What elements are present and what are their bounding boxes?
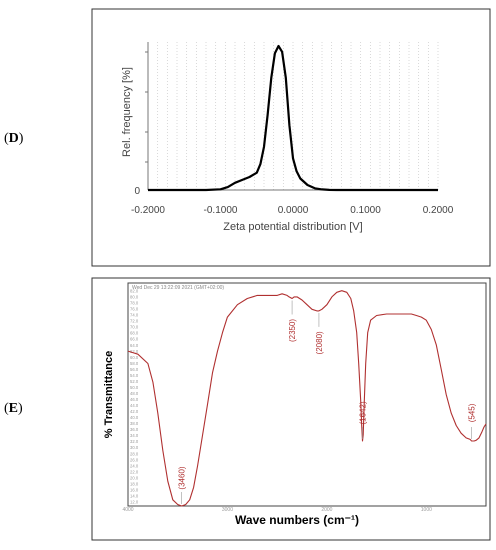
panel-d-frame [91,8,491,267]
x-tick-label: 4000 [122,507,133,513]
y-tick-label: 30.0 [130,445,139,450]
x-tick-label: 0.0000 [278,205,309,216]
panel-e-letter: E [8,401,19,416]
y-tick-label: 72.0 [130,319,139,324]
y-tick-label: 66.0 [130,337,139,342]
y-tick-label: 24.0 [130,463,139,468]
ftir-header-text: Wed Dec 29 13:22:09 2021 (GMT+02:00) [132,285,224,291]
ftir-plot-frame [127,282,487,507]
x-tick-label: 0.2000 [423,205,454,216]
x-axis-title: Zeta potential distribution [V] [223,221,362,233]
y-tick-label: 48.0 [130,391,139,396]
y-tick-label: 38.0 [130,421,139,426]
peak-label: (2350) [288,319,297,342]
y-tick-label: 50.0 [130,385,139,390]
x-axis-title: Wave numbers (cm⁻¹) [235,513,359,527]
x-tick-label: -0.1000 [204,205,238,216]
y-tick-label: 44.0 [130,403,139,408]
y-tick-label: 64.0 [130,343,139,348]
peak-label: (545) [468,403,477,422]
zeta-chart: 0 -0.2000 -0.1000 0.0000 0.1000 0.2000 Zeta po… [121,42,454,233]
zeta-distribution-line [148,44,438,192]
y-tick-label: 42.0 [130,409,139,414]
y-tick-label: 28.0 [130,451,139,456]
y-tick-label: 52.0 [130,379,139,384]
y-tick-label: 56.0 [130,367,139,372]
y-tick-label: 34.0 [130,433,139,438]
y-tick-label: 62.0 [130,349,139,354]
x-tick-label: -0.2000 [131,205,165,216]
y-tick-label: 78.0 [130,301,139,306]
y-tick-label: 32.0 [130,439,139,444]
x-tick-label: 0.1000 [350,205,381,216]
y-tick-label: 68.0 [130,331,139,336]
peak-label: (3460) [178,466,187,489]
y-tick-label: 36.0 [130,427,139,432]
y-tick-label: 20.0 [130,475,139,480]
y-tick-label: 60.0 [130,355,139,360]
y-axis-title: Rel. frequency [%] [121,67,133,157]
y-tick-label: 22.0 [130,469,139,474]
y-tick-label: 0 [134,186,140,197]
y-tick-label: 26.0 [130,457,139,462]
y-tick-label: 14.0 [130,493,139,498]
y-tick-label: 70.0 [130,325,139,330]
y-tick-label: 74.0 [130,313,139,318]
y-tick-label: 82.0 [130,289,139,294]
panel-e-frame [91,277,491,541]
y-axis-title: % Transmittance [103,351,115,438]
y-tick-label: 80.0 [130,295,139,300]
panel-d-letter: D [8,131,19,146]
ftir-spectrum-line [127,290,487,507]
panel-d-label: (D) [4,131,24,146]
x-tick-label: 3000 [222,507,233,513]
x-tick-label: 1000 [421,507,432,513]
y-tick-label: 54.0 [130,373,139,378]
y-tick-label: 76.0 [130,307,139,312]
x-tick-label: 2000 [321,507,332,513]
ftir-chart: Wed Dec 29 13:22:09 2021 (GMT+02:00)82.0… [103,282,487,527]
y-tick-label: 58.0 [130,361,139,366]
y-tick-label: 16.0 [130,487,139,492]
y-tick-label: 18.0 [130,481,139,486]
y-tick-label: 40.0 [130,415,139,420]
panel-e-label: (E) [4,401,23,416]
y-tick-label: 46.0 [130,397,139,402]
peak-label: (2080) [315,331,324,354]
peak-label: (1642) [358,401,367,424]
y-tick-label: 12.0 [130,500,139,505]
